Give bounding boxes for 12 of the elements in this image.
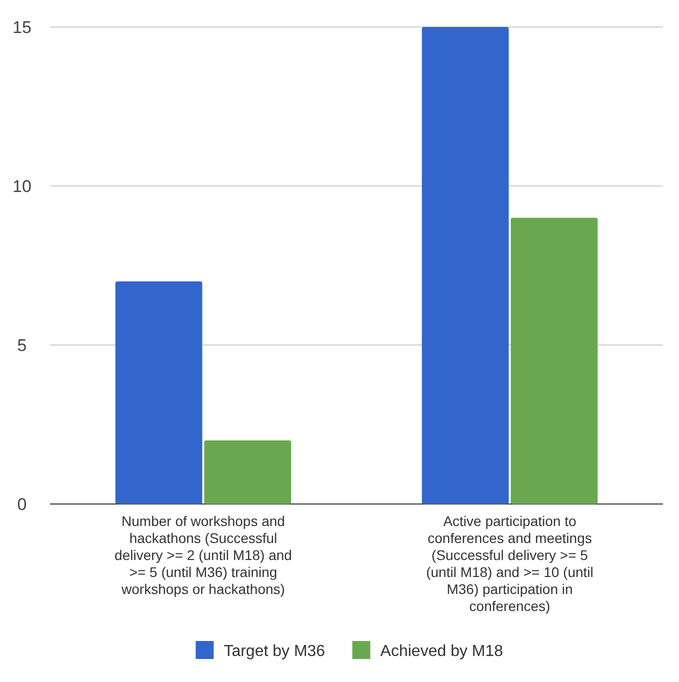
x-tick-label: Active participation to conferences and meetings (Successful delivery >= 5 (until M18) and >= 10 (until M36) participation in conferences) xyxy=(426,513,594,614)
legend-label: Achieved by M18 xyxy=(380,643,504,660)
bar xyxy=(204,440,292,504)
x-tick-label: Number of workshops and hackathons (Successful delivery >= 2 (until M18) and >= 5 (until M36) training workshops or hackathons) xyxy=(114,513,292,597)
bar xyxy=(115,281,202,504)
y-tick-label: 0 xyxy=(17,495,27,514)
y-tick-label: 15 xyxy=(12,18,32,37)
bar xyxy=(510,218,598,504)
legend-label: Target by M36 xyxy=(224,643,326,660)
y-tick-label: 10 xyxy=(12,177,32,196)
bar xyxy=(422,27,509,504)
y-tick-label: 5 xyxy=(17,336,27,355)
